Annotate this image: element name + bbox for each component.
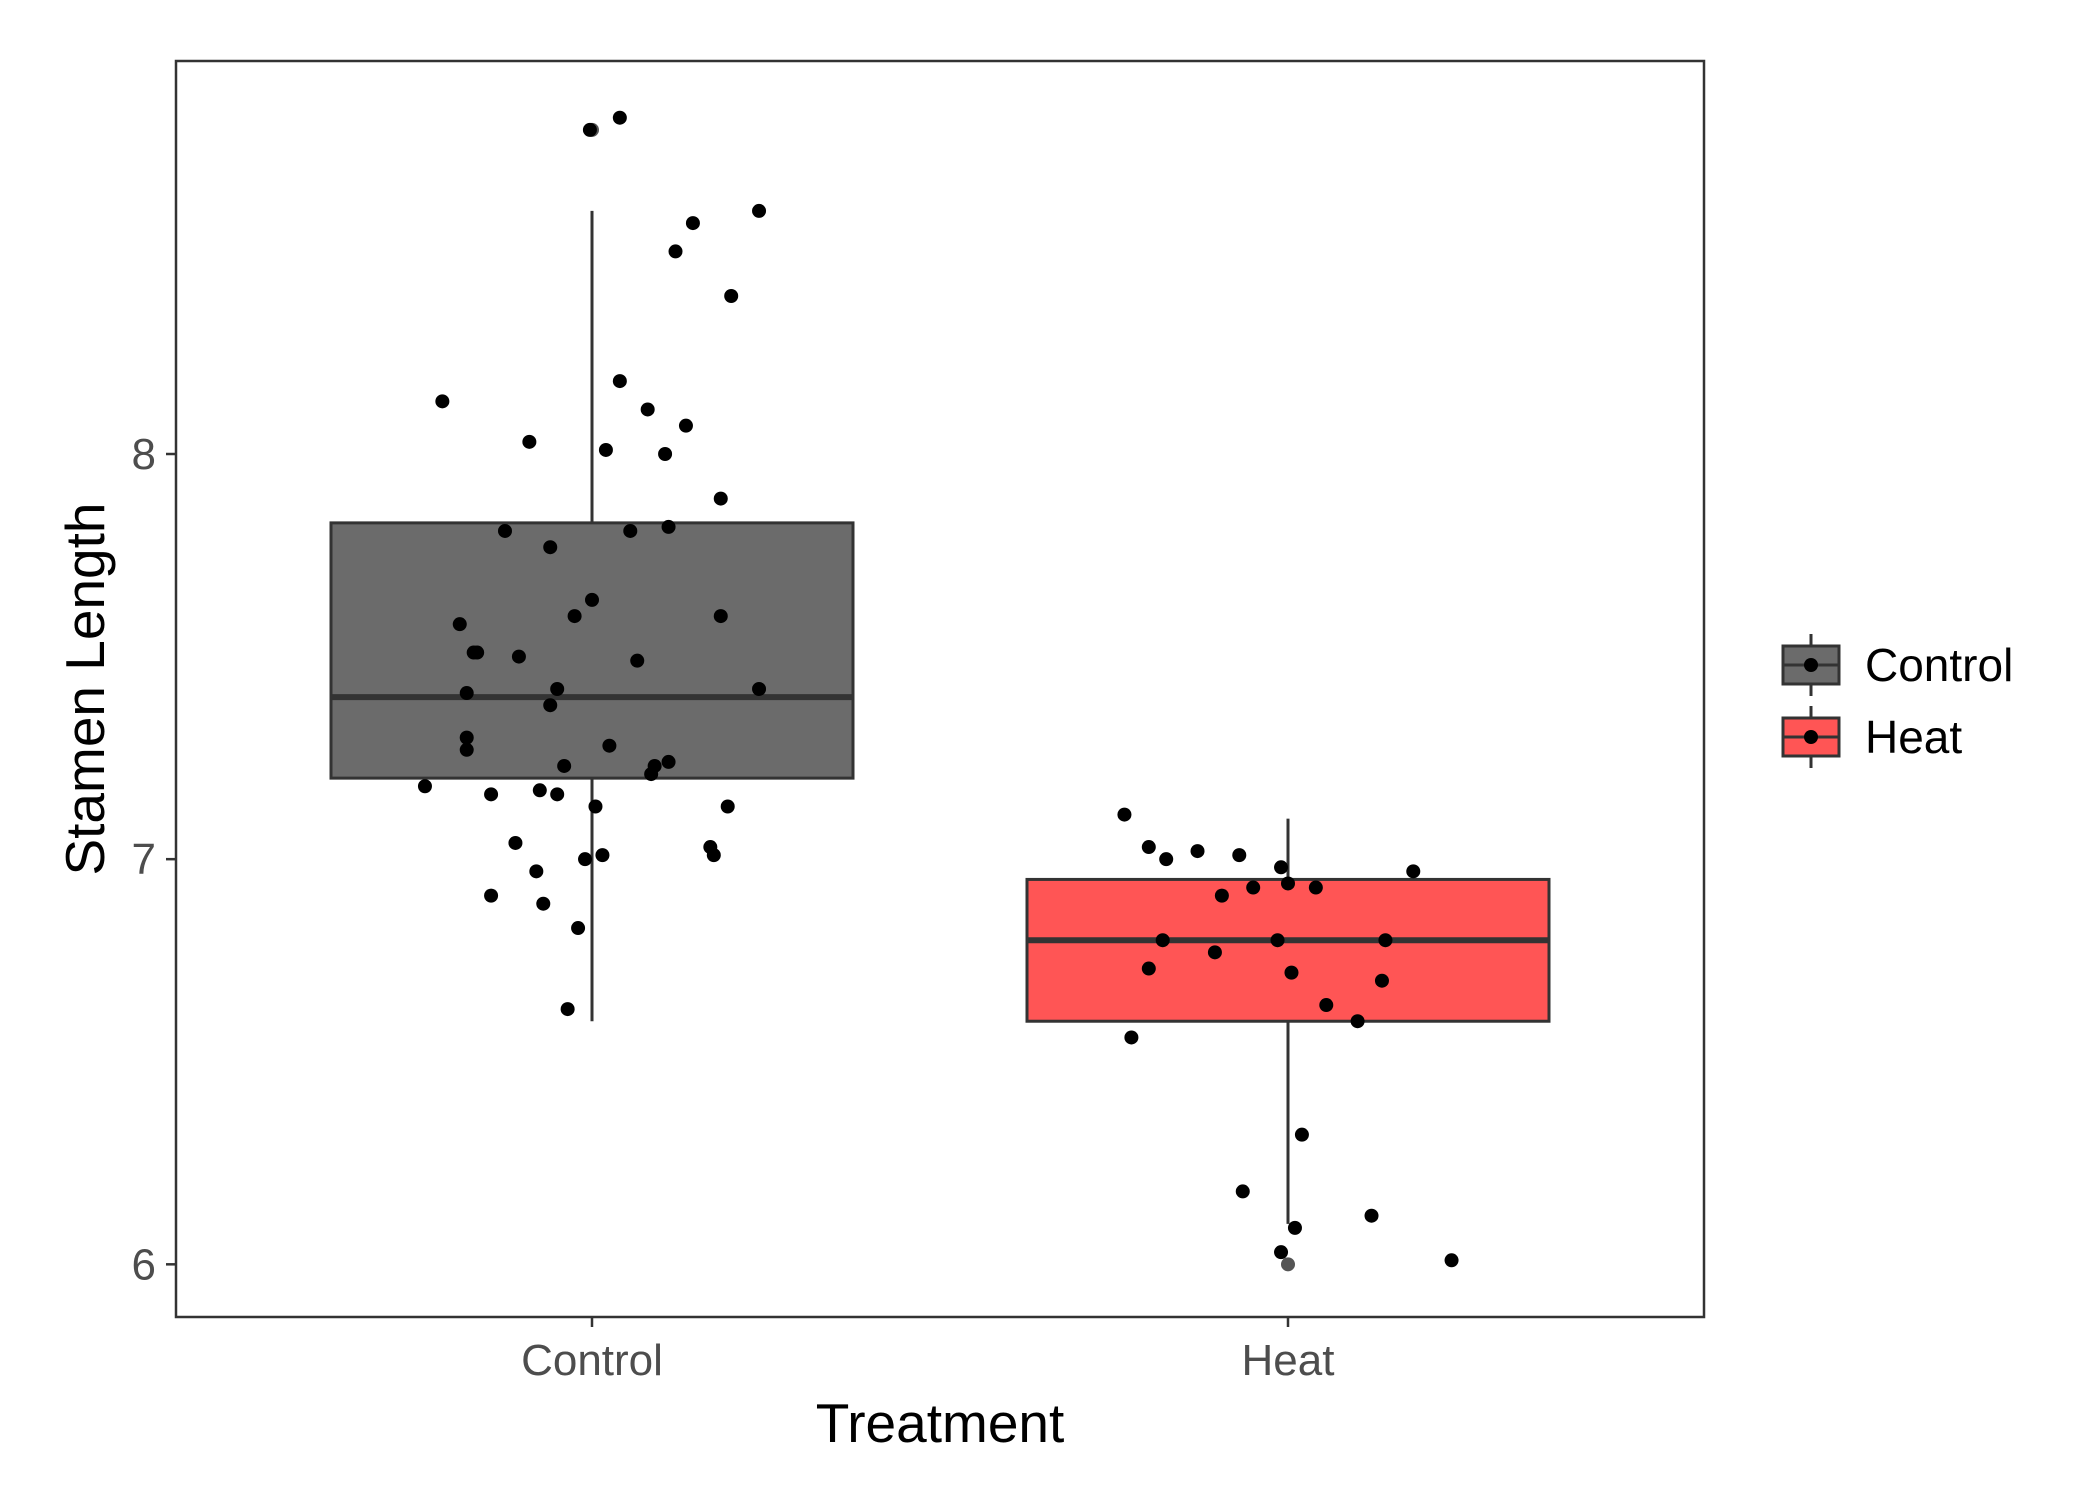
data-point: [550, 682, 565, 696]
data-point: [1207, 945, 1222, 960]
data-point: [557, 758, 572, 773]
data-point: [661, 754, 676, 769]
data-point: [1246, 880, 1261, 895]
data-point: [508, 835, 523, 850]
data-point: [511, 649, 526, 664]
data-point: [1232, 848, 1247, 863]
x-tick-label: Control: [521, 1336, 663, 1385]
data-point: [713, 609, 728, 624]
data-point: [1274, 860, 1289, 875]
data-point: [1274, 1245, 1289, 1260]
data-point: [678, 418, 693, 433]
data-point: [1235, 1184, 1250, 1199]
data-point: [658, 447, 673, 462]
data-point: [640, 402, 655, 417]
data-point: [536, 896, 551, 911]
data-point: [1155, 933, 1170, 948]
data-point: [724, 288, 739, 303]
y-tick-label: 6: [132, 1240, 156, 1289]
legend-key-point: [1804, 658, 1818, 672]
data-point: [459, 730, 474, 745]
data-point: [532, 783, 547, 798]
data-point: [1117, 807, 1132, 822]
y-tick-label: 8: [132, 430, 156, 479]
data-point: [595, 848, 610, 863]
data-point: [1141, 961, 1156, 976]
data-point: [522, 434, 537, 449]
series-control: [329, 110, 855, 1022]
data-point: [598, 442, 613, 457]
data-point: [498, 523, 512, 538]
data-point: [1141, 840, 1156, 855]
data-point: [752, 203, 767, 218]
legend: Control Heat: [1781, 634, 2013, 768]
box-heat: [1025, 877, 1551, 1023]
data-point: [529, 864, 544, 879]
data-point: [1378, 933, 1393, 948]
legend-label: Control: [1865, 639, 2013, 691]
data-point: [459, 686, 474, 701]
series-heat: [1025, 807, 1551, 1272]
data-point: [661, 519, 676, 534]
data-point: [644, 767, 659, 782]
legend-key-point: [1804, 730, 1818, 744]
y-tick-label: 7: [132, 835, 156, 884]
data-point: [470, 645, 485, 660]
box-control: [329, 521, 855, 780]
data-point: [668, 244, 683, 259]
data-point: [571, 921, 586, 936]
data-point: [1308, 880, 1323, 895]
data-point: [550, 787, 565, 802]
chart-marks: [329, 110, 1551, 1272]
data-point: [1214, 888, 1229, 903]
data-point: [588, 799, 603, 814]
data-point: [1406, 864, 1421, 879]
data-point: [1294, 1127, 1309, 1142]
data-point: [1364, 1208, 1379, 1223]
data-point: [560, 1002, 575, 1017]
data-point: [435, 394, 450, 409]
data-point: [1159, 852, 1174, 867]
data-point: [1350, 1014, 1365, 1029]
data-point: [1444, 1253, 1459, 1268]
x-tick-label: Heat: [1242, 1336, 1335, 1385]
data-point: [685, 216, 700, 231]
legend-label: Heat: [1865, 711, 1962, 763]
data-point: [484, 787, 499, 802]
data-point: [1124, 1030, 1139, 1045]
data-point: [1190, 844, 1205, 859]
data-point: [484, 888, 499, 903]
data-point: [1287, 1220, 1302, 1235]
legend-entry-heat: Heat: [1781, 706, 1962, 768]
x-axis-title: Treatment: [816, 1392, 1065, 1454]
data-point: [543, 698, 558, 713]
data-point: [567, 609, 582, 624]
data-point: [1281, 876, 1295, 891]
y-axis-title: Stamen Length: [54, 502, 116, 875]
data-point: [578, 852, 593, 867]
data-point: [612, 374, 627, 389]
legend-entry-control: Control: [1781, 634, 2013, 696]
data-point: [417, 779, 432, 794]
data-point: [1374, 973, 1389, 988]
data-point: [602, 738, 617, 753]
data-point: [623, 523, 638, 538]
chart-axes: 6 7 8 Control Heat: [132, 430, 1335, 1385]
data-point: [1270, 933, 1285, 948]
data-point: [459, 742, 474, 757]
outlier-point: [1281, 1257, 1295, 1272]
data-point: [582, 122, 597, 137]
data-point: [1284, 965, 1299, 980]
data-point: [713, 491, 728, 506]
data-point: [452, 617, 467, 632]
data-point: [706, 848, 721, 863]
data-point: [1319, 998, 1334, 1013]
data-point: [585, 592, 599, 607]
data-point: [543, 540, 558, 555]
data-point: [752, 682, 767, 696]
data-point: [612, 110, 627, 125]
data-point: [630, 653, 645, 668]
data-point: [720, 799, 735, 814]
